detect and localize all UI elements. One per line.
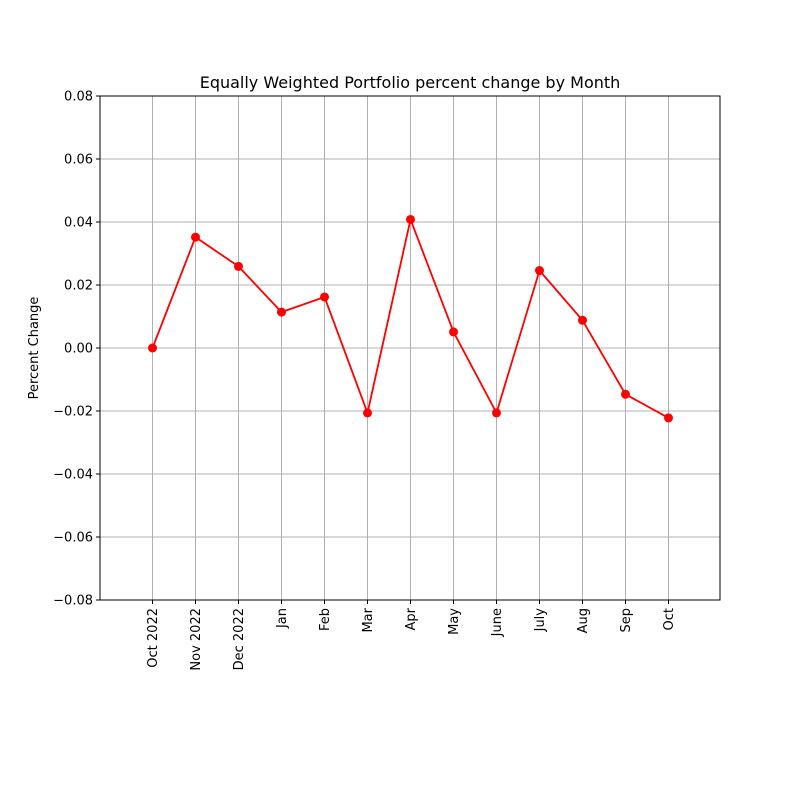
x-tick-label: Dec 2022 [232,608,247,670]
data-point [664,413,673,423]
series [148,214,673,423]
data-point [363,408,372,418]
grid [100,95,720,601]
y-tick-label: −0.04 [53,468,93,483]
data-point [148,343,157,353]
data-point [492,408,501,418]
data-point [621,389,630,399]
x-tick-label: Mar [361,607,376,632]
data-point [449,327,458,337]
y-tick-label: 0.02 [64,279,93,294]
y-tick-label: 0.04 [64,216,93,231]
x-tick-label: Jan [275,608,290,629]
y-tick-label: −0.02 [53,405,93,420]
x-axis: Oct 2022 Nov 2022 Dec 2022 Jan Feb Mar Apr May J… [146,600,677,671]
x-tick-label: Apr [404,607,419,630]
chart-title: Equally Weighted Portfolio percent chang… [200,73,621,92]
data-point [191,232,200,242]
x-tick-label: May [447,608,462,635]
x-tick-label: Oct 2022 [146,608,161,668]
data-point [578,315,587,325]
y-tick-label: −0.08 [53,594,93,609]
y-tick-label: 0.06 [64,153,93,168]
data-point [406,214,415,224]
y-tick-label: −0.06 [53,531,93,546]
data-point [320,292,329,302]
data-point [234,261,243,271]
x-tick-label: Feb [318,608,333,631]
x-tick-label: Nov 2022 [189,608,204,671]
x-tick-label: June [490,608,505,637]
data-point [277,307,286,317]
data-point [535,266,544,276]
plot-frame [99,95,721,601]
y-tick-label: 0.00 [64,342,93,357]
y-axis-label: Percent Change [27,297,42,400]
x-tick-label: Sep [619,608,634,633]
x-tick-label: Aug [576,608,591,633]
y-tick-label: 0.08 [64,90,93,105]
y-axis: −0.08 −0.06 −0.04 −0.02 0.00 0.02 0.04 0.06 0.08 [53,90,100,609]
x-tick-label: Oct [662,608,677,630]
x-tick-label: July [533,608,548,633]
